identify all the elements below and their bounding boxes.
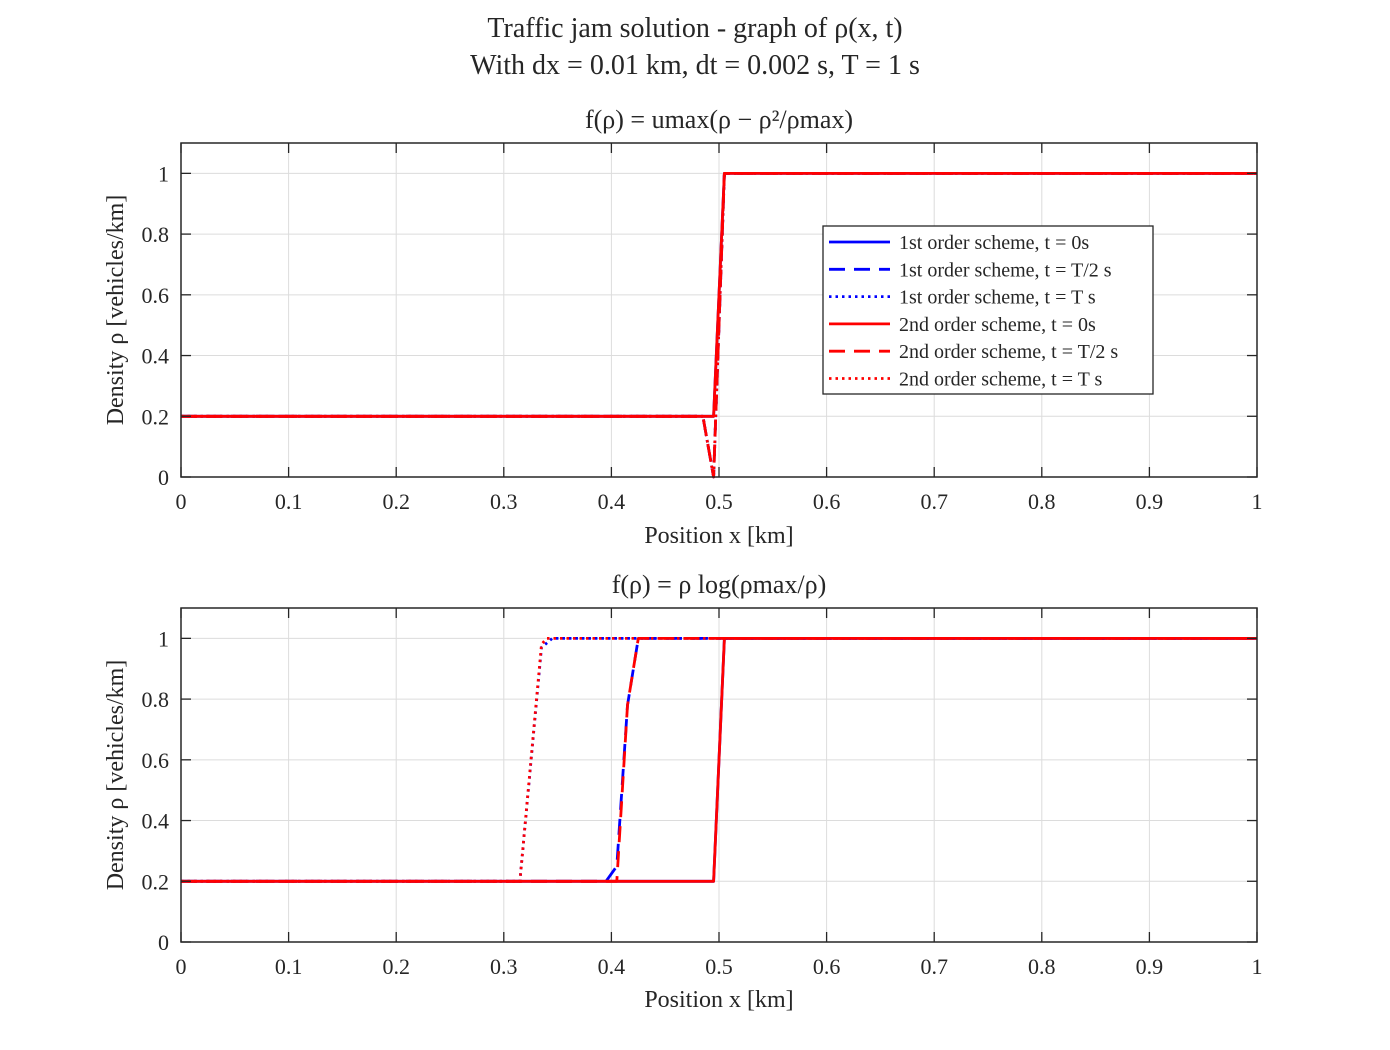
y-tick-label: 0.2 — [142, 869, 170, 894]
y-tick-label: 0.4 — [142, 809, 170, 834]
x-tick-label: 0.2 — [382, 954, 410, 979]
y-tick-label: 0.2 — [142, 404, 170, 429]
legend-box — [822, 225, 1154, 395]
x-tick-label: 0.8 — [1028, 954, 1056, 979]
subplot-2-title: f(ρ) = ρ log(ρmax/ρ) — [612, 570, 827, 599]
figure-title-line2: With dx = 0.01 km, dt = 0.002 s, T = 1 s — [470, 50, 920, 81]
x-tick-label: 0.2 — [382, 489, 410, 514]
legend-entry-label: 1st order scheme, t = T s — [899, 287, 1096, 309]
y-tick-label: 1 — [158, 161, 169, 186]
x-tick-label: 0.9 — [1136, 489, 1164, 514]
x-tick-label: 0.3 — [490, 954, 518, 979]
x-tick-label: 0.7 — [920, 489, 948, 514]
subplot-2-xlabel: Position x [km] — [644, 987, 793, 1013]
subplot-2-series — [181, 637, 1257, 883]
legend-entry-label: 1st order scheme, t = 0s — [899, 232, 1089, 254]
x-tick-label: 0.6 — [813, 489, 841, 514]
y-tick-label: 1 — [158, 626, 169, 651]
x-tick-label: 0.3 — [490, 489, 518, 514]
x-tick-label: 0 — [176, 489, 187, 514]
subplot-1-title: f(ρ) = umax(ρ − ρ²/ρmax) — [585, 105, 853, 134]
series-line-red-dashed — [181, 637, 1257, 883]
x-tick-label: 0.1 — [275, 954, 303, 979]
subplot-1-xlabel: Position x [km] — [644, 523, 793, 549]
legend-entry-label: 1st order scheme, t = T/2 s — [899, 259, 1112, 281]
legend: 1st order scheme, t = 0s 1st order scheme… — [822, 225, 1154, 395]
y-tick-label: 0.8 — [142, 222, 170, 247]
subplot-2: f(ρ) = ρ log(ρmax/ρ) 0 0.1 0.2 0.3 0.4 0.5 0.6… — [103, 570, 1263, 1013]
legend-entry-label: 2nd order scheme, t = T/2 s — [899, 341, 1118, 363]
x-tick-label: 0.4 — [598, 954, 626, 979]
x-tick-label: 0.9 — [1136, 954, 1164, 979]
y-tick-label: 0.6 — [142, 748, 170, 773]
subplot-2-ylabel: Density ρ [vehicles/km] — [103, 660, 129, 891]
y-tick-label: 0.4 — [142, 344, 170, 369]
x-tick-label: 0.7 — [920, 954, 948, 979]
figure-title-line1: Traffic jam solution - graph of ρ(x, t) — [487, 13, 902, 44]
x-tick-label: 0.4 — [598, 489, 626, 514]
subplot-2-ticks: 0 0.1 0.2 0.3 0.4 0.5 0.6 0.7 0.8 0.9 1 0 0.2 0.4 0.6 0… — [142, 608, 1263, 979]
y-tick-label: 0 — [158, 465, 169, 490]
legend-entry-label: 2nd order scheme, t = 0s — [899, 314, 1096, 336]
y-tick-label: 0 — [158, 930, 169, 955]
x-tick-label: 0.5 — [705, 954, 733, 979]
x-tick-label: 1 — [1252, 954, 1263, 979]
x-tick-label: 0 — [176, 954, 187, 979]
x-tick-label: 0.5 — [705, 489, 733, 514]
subplot-1: f(ρ) = umax(ρ − ρ²/ρmax) 0 0.1 0.2 0.3 0.4 0.… — [103, 105, 1263, 549]
subplot-1-ticks: 0 0.1 0.2 0.3 0.4 0.5 0.6 0.7 0.8 0.9 1 0 0.2 0.4 0.6 0… — [142, 143, 1263, 514]
x-tick-label: 0.6 — [813, 954, 841, 979]
y-tick-label: 0.8 — [142, 687, 170, 712]
x-tick-label: 0.8 — [1028, 489, 1056, 514]
y-tick-label: 0.6 — [142, 283, 170, 308]
subplot-1-ylabel: Density ρ [vehicles/km] — [103, 195, 129, 426]
x-tick-label: 1 — [1252, 489, 1263, 514]
x-tick-label: 0.1 — [275, 489, 303, 514]
legend-entry-label: 2nd order scheme, t = T s — [899, 369, 1102, 391]
